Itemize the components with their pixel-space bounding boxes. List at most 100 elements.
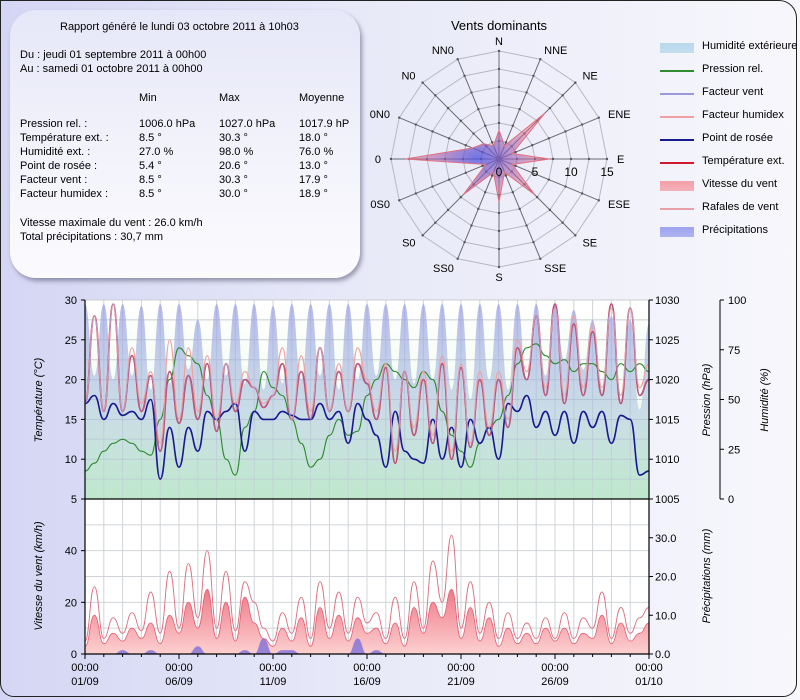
stat-label: Facteur humidex : [20,188,109,200]
stat-max: 98.0 % [219,146,254,158]
radar-tick [597,199,600,202]
radar-tick [446,208,450,212]
radar-tick [561,94,564,97]
radar-data-area [405,112,550,203]
precip-axis-tick-label: 0.0 [655,649,670,661]
pressure-axis-tick-label: 1020 [655,375,679,387]
radar-tick [504,174,508,177]
radar-tick [605,157,609,161]
time-axis-tick-date: 26/09 [541,676,569,688]
legend-label: Pression rel. [702,63,764,75]
radar-tick [547,178,551,181]
stat-min: 27.0 % [139,146,174,158]
radar-direction-label: SE [582,237,597,249]
stat-avg: 18.0 ° [299,132,328,144]
wind-gust-line [85,534,649,642]
radar-tick [564,130,567,133]
radar-tick [470,224,473,227]
radar-tick [511,191,514,194]
temp-axis-tick-label: 20 [65,375,77,387]
pressure-axis-tick-label: 1025 [655,335,679,347]
stat-min: 8.5 ° [139,174,162,186]
radar-tick [472,132,475,135]
radar-tick [518,207,521,211]
temp-axis-tick-label: 25 [65,335,77,347]
radar-tick [484,124,487,127]
radar-tick [490,174,494,177]
humidity-area [85,304,649,499]
humidity-axis-tick-label: 50 [728,395,740,407]
legend-label: Précipitations [702,224,769,236]
wind-speed-area [85,588,649,654]
radar-tick [497,121,501,125]
radar-tick [463,74,466,78]
legend-label: Point de rosée [702,132,773,144]
max-wind-speed: Vitesse maximale du vent : 26.0 km/h [20,217,203,229]
legend-item: Vitesse du vent [660,178,800,192]
radar-tick [574,234,577,237]
legend-item: Humidité extérieure [660,40,800,54]
radar-tick [398,199,401,202]
time-axis-tick-time: 00:00 [353,662,381,674]
precip-axis-title: Précipitations (mm) [701,528,713,623]
wind-axis-tick-label: 40 [65,546,77,558]
radar-tick [539,257,542,260]
legend-swatch [660,208,694,210]
radar-direction-label: 0 [375,154,381,166]
time-axis-tick-time: 00:00 [165,662,193,674]
radar-tick [459,195,463,199]
stat-max: 20.6 ° [219,160,248,172]
radar-tick [447,137,451,140]
radar-tick [551,157,555,161]
radar-tick [459,119,463,123]
radar-tick [431,130,434,133]
radar-tick [463,240,466,244]
radar-tick [580,123,584,126]
radar-tick [497,265,501,269]
precip-axis-tick-label: 30.0 [655,533,676,545]
stat-min: 8.5 ° [139,188,162,200]
time-axis-tick-date: 01/10 [635,676,663,688]
legend-item: Facteur humidex [660,109,800,123]
stat-label: Facteur vent : [20,174,88,186]
radar-direction-label: N0 [401,71,415,83]
radar-tick [587,157,591,161]
stat-max: 30.0 ° [219,188,248,200]
radar-tick [446,106,450,110]
legend-swatch [660,139,694,141]
legend-label: Facteur humidex [702,109,784,121]
legend-item: Précipitations [660,224,800,238]
radar-tick [580,192,584,195]
legend-item: Température ext. [660,155,800,169]
radar-tick [497,103,501,107]
radar-tick [464,144,467,147]
radar-title: Vents dominants [451,18,548,33]
stat-label: Température ext. : [20,132,109,144]
temp-axis-tick-label: 30 [65,295,77,307]
radar-direction-label: S0 [402,237,415,249]
time-axis-tick-time: 00:00 [541,662,569,674]
radar-tick [481,164,484,168]
pressure-axis-tick-label: 1005 [655,494,679,506]
pressure-axis-tick-label: 1030 [655,295,679,307]
radar-tick [504,141,508,144]
bottom-plot-series [85,534,649,654]
radar-r-tick-label: 0 [496,165,503,179]
pressure-axis-tick-label: 1010 [655,454,679,466]
time-axis-tick-date: 06/09 [165,676,193,688]
radar-tick [547,137,551,140]
report-title: Rapport généré le lundi 03 octobre 2011 … [60,21,299,33]
legend-swatch [660,181,694,191]
radar-r-tick-label: 15 [600,165,614,179]
stat-avg: 1017.9 hPa [299,118,349,130]
radar-tick [514,150,517,154]
radar-direction-label: ENE [608,109,631,121]
report-to-date: Au : samedi 01 octobre 2011 à 00h00 [20,63,203,75]
radar-tick [414,123,418,126]
legend-label: Rafales de vent [702,201,779,213]
dew-point-line [85,394,649,480]
radar-tick [525,224,528,227]
radar-tick [414,192,418,195]
radar-direction-label: ESE [608,199,630,211]
